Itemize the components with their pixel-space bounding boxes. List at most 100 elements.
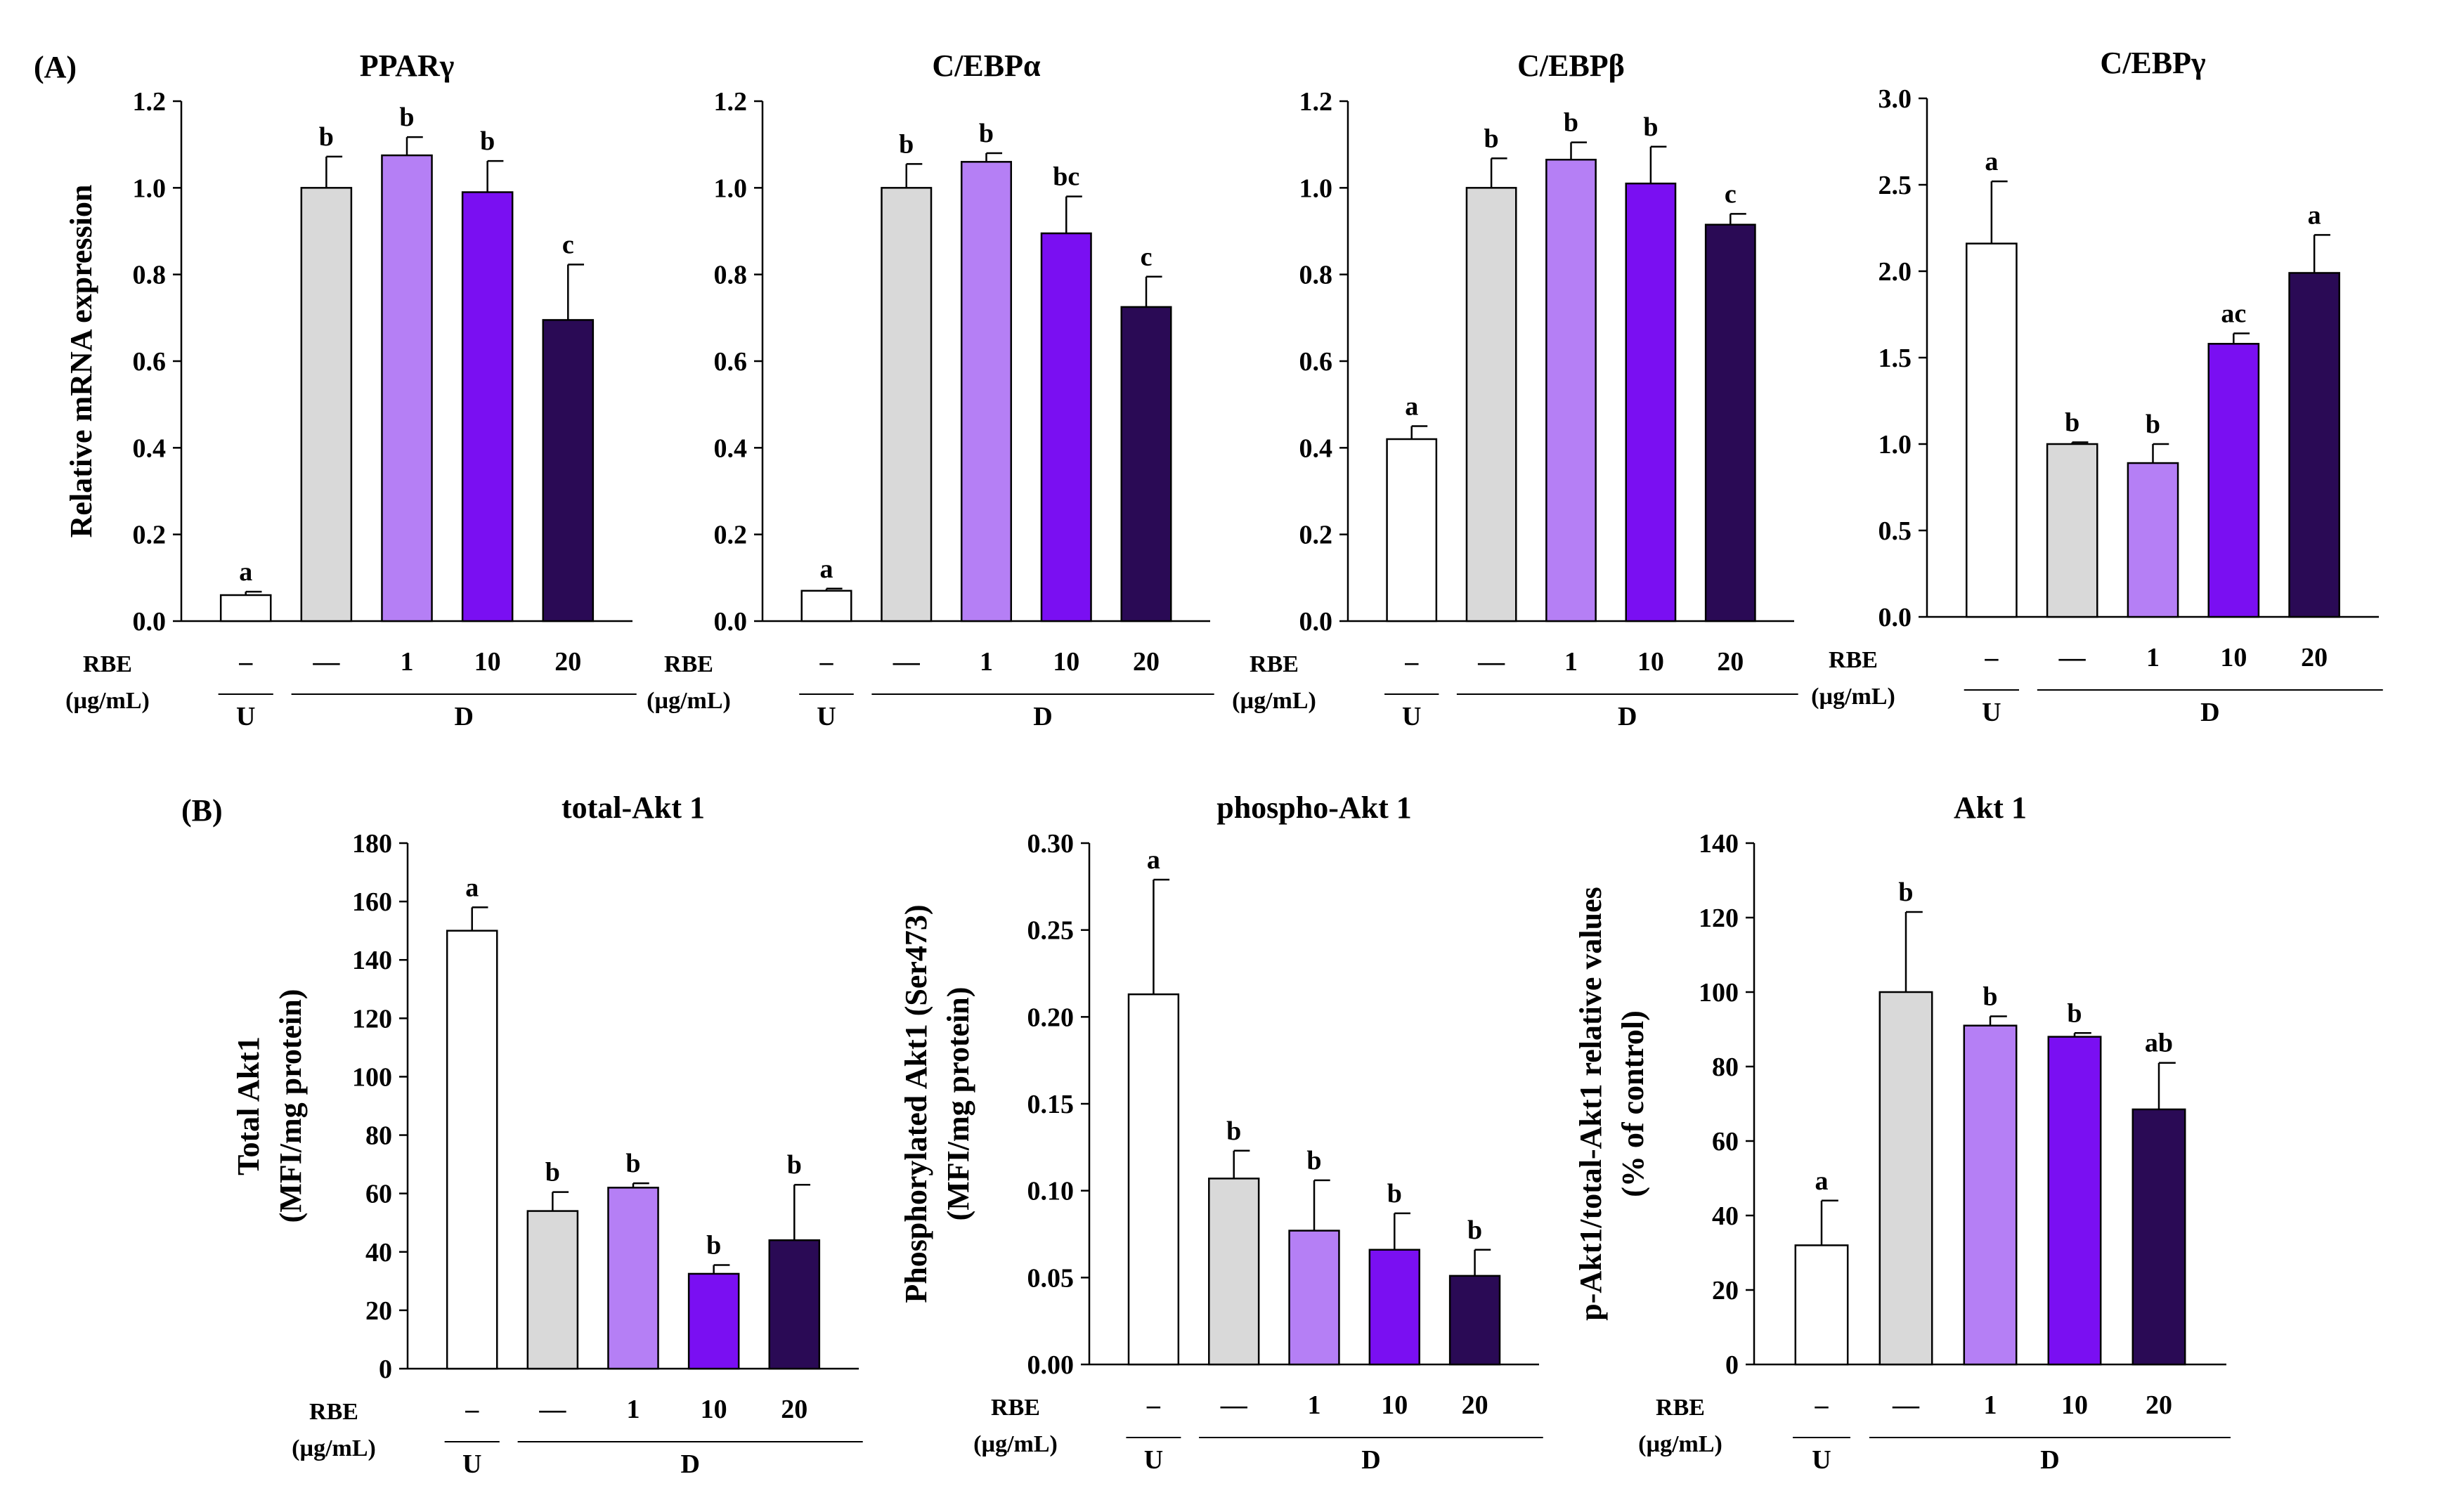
y-tick-label: 0.4 [1299, 434, 1333, 463]
y-tick-label: 0.20 [1027, 1003, 1075, 1032]
sig-label-0: a [1405, 392, 1418, 422]
sig-label-4: b [787, 1150, 802, 1180]
bar-2 [960, 161, 1013, 623]
y-tick-label: 120 [1699, 904, 1739, 933]
y-tick-label: 140 [1699, 829, 1739, 859]
chart-totalakt: total-Akt 1020406080100120140160180Total… [231, 790, 863, 1479]
category-label-0: – [1984, 643, 1999, 672]
group-d-label: D [1618, 702, 1637, 731]
category-label-3: 10 [474, 647, 501, 677]
sig-label-3: b [1643, 112, 1658, 142]
y-axis-label: Total Akt1 [231, 1036, 266, 1175]
bar-3 [461, 191, 514, 623]
bar-4 [1120, 306, 1172, 623]
category-label-4: 20 [2146, 1390, 2172, 1420]
y-tick-label: 0.25 [1027, 916, 1075, 946]
chart-cebpa: C/EBPα 0.0 0.2 0.4 0.6 0.8 1.0 1.2 a – b — b 1 bc 10 c 20… [647, 48, 1214, 731]
bar-3 [1368, 1249, 1420, 1366]
category-label-1: — [538, 1395, 566, 1424]
sig-label-3: b [2067, 998, 2082, 1028]
chart-cebpg: C/EBPγ 0.0 0.5 1.0 1.5 2.0 2.5 3.0 a – b — b 1 ac 10 a 20… [1811, 46, 2383, 727]
rbe-label: RBE [1656, 1395, 1705, 1421]
category-label-0: – [819, 647, 834, 677]
rbe-label: RBE [664, 651, 713, 677]
y-tick-label: 0.5 [1878, 516, 1912, 546]
sig-label-3: b [480, 126, 495, 156]
rbe-label: RBE [1829, 647, 1878, 673]
sig-label-2: b [1982, 982, 1997, 1011]
bar-1 [1208, 1178, 1260, 1366]
category-label-2: 1 [1984, 1390, 1997, 1420]
bar-0 [1386, 438, 1438, 623]
rbe-unit-label: (µg/mL) [647, 688, 731, 714]
y-tick-label: 40 [365, 1238, 392, 1267]
bar-4 [768, 1239, 821, 1370]
category-label-4: 20 [554, 647, 581, 677]
y-tick-label: 0.8 [1299, 261, 1333, 290]
bar-2 [1288, 1230, 1340, 1366]
chart-title: total-Akt 1 [562, 790, 705, 825]
bar-3 [687, 1272, 740, 1370]
y-tick-label: 0.2 [133, 521, 167, 550]
category-label-2: 1 [2146, 643, 2160, 672]
sig-label-1: b [319, 122, 334, 152]
chart-akt1: Akt 1020406080100120140p-Akt1/total-Akt1… [1573, 790, 2231, 1475]
category-label-4: 20 [1717, 647, 1744, 677]
y-tick-label: 0.15 [1027, 1090, 1075, 1119]
bar-0 [1127, 993, 1180, 1366]
sig-label-1: b [1226, 1116, 1241, 1146]
y-tick-label: 1.2 [1299, 87, 1333, 117]
y-axis-label-unit: (MFI/mg protein) [273, 989, 308, 1223]
bar-4 [1704, 223, 1756, 623]
bar-1 [300, 187, 353, 623]
sig-label-4: c [562, 230, 574, 259]
y-tick-label: 0.0 [714, 607, 748, 637]
sig-label-4: c [1725, 179, 1737, 209]
rbe-unit-label: (µg/mL) [1232, 688, 1316, 714]
y-axis-label-unit: (% of control) [1616, 1010, 1650, 1197]
y-tick-label: 0.6 [1299, 347, 1333, 377]
bar-4 [2288, 272, 2340, 618]
group-d-label: D [2200, 698, 2219, 727]
bar-0 [800, 589, 852, 623]
category-label-3: 10 [2220, 643, 2247, 672]
chart-phosakt: phospho-Akt 1 0.00 0.05 0.10 0.15 0.20 0.25 0.3… [899, 790, 1543, 1475]
category-label-2: 1 [401, 647, 414, 677]
chart-ppar: PPARγ 0.0 0.2 0.4 0.6 0.8 1.0 1.2 Relative mRNA … [64, 48, 637, 731]
y-tick-label: 0.05 [1027, 1263, 1075, 1293]
bar-2 [381, 154, 433, 623]
panel-b-label: (B) [181, 793, 223, 828]
y-tick-label: 180 [352, 829, 392, 859]
group-u-label: U [1812, 1445, 1831, 1475]
chart-title: C/EBPγ [2100, 46, 2205, 80]
y-axis-label: Phosphorylated Akt1 (Ser473) [899, 904, 933, 1303]
y-tick-label: 20 [1712, 1276, 1739, 1305]
sig-label-2: b [399, 103, 414, 132]
y-tick-label: 0.8 [714, 261, 748, 290]
sig-label-0: a [239, 557, 252, 587]
group-d-label: D [680, 1449, 699, 1479]
group-d-label: D [1361, 1445, 1380, 1475]
category-label-2: 1 [980, 647, 993, 677]
sig-label-1: b [899, 129, 914, 159]
bar-0 [1794, 1244, 1849, 1366]
y-tick-label: 160 [352, 887, 392, 917]
y-tick-label: 20 [365, 1296, 392, 1326]
rbe-label: RBE [1250, 651, 1299, 677]
category-label-4: 20 [781, 1395, 807, 1424]
sig-label-4: ab [2145, 1029, 2173, 1058]
bar-4 [1448, 1275, 1501, 1366]
category-label-0: – [1146, 1390, 1161, 1420]
y-tick-label: 1.2 [133, 87, 167, 117]
charts-container: PPARγ 0.0 0.2 0.4 0.6 0.8 1.0 1.2 Relative mRNA … [64, 46, 2383, 1479]
y-tick-label: 80 [1712, 1052, 1739, 1082]
sig-label-3: ac [2221, 299, 2246, 329]
y-tick-label: 60 [1712, 1127, 1739, 1156]
sig-label-0: a [1815, 1166, 1829, 1196]
y-tick-label: 120 [352, 1004, 392, 1034]
y-tick-label: 1.0 [133, 174, 167, 203]
bar-1 [1465, 187, 1517, 623]
rbe-label: RBE [83, 651, 132, 677]
y-axis-label: Relative mRNA expression [64, 185, 98, 538]
y-tick-label: 0.4 [133, 434, 167, 463]
